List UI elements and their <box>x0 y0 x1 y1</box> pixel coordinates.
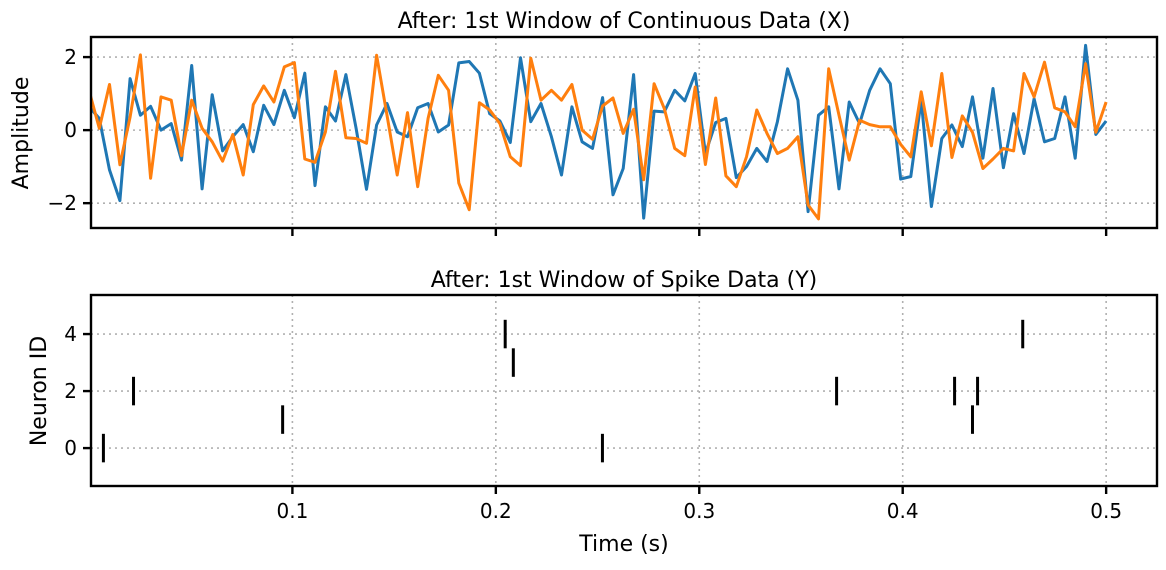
x-axis-label: Time (s) <box>578 532 668 557</box>
y-tick-label: 0 <box>64 436 77 460</box>
x-tick-label: 0.5 <box>1090 499 1122 523</box>
y-tick-label: 2 <box>64 379 77 403</box>
series-line-2 <box>91 53 1108 221</box>
top-y-axis-label: Amplitude <box>9 77 34 190</box>
plot-area <box>91 43 1108 221</box>
y-tick-label: 4 <box>64 322 77 346</box>
y-tick-label: 0 <box>64 118 77 142</box>
axes-frame <box>89 35 1159 230</box>
plot-area <box>101 319 1025 463</box>
x-tick-label: 0.3 <box>683 499 715 523</box>
series-line-1 <box>91 43 1108 220</box>
grid <box>91 295 1157 486</box>
y-tick-label: 2 <box>64 45 77 69</box>
bottom-y-axis-label: Neuron ID <box>27 336 52 446</box>
x-tick-label: 0.2 <box>480 499 512 523</box>
x-tick-label: 0.4 <box>887 499 919 523</box>
axes-frame <box>89 293 1159 488</box>
x-tick-label: 0.1 <box>276 499 308 523</box>
spike-data-axes: After: 1st Window of Spike Data (Y) Neur… <box>27 268 1159 557</box>
top-chart-title: After: 1st Window of Continuous Data (X) <box>398 9 851 34</box>
y-tick-label: −2 <box>48 191 77 215</box>
bottom-chart-title: After: 1st Window of Spike Data (Y) <box>431 268 818 293</box>
continuous-data-axes: After: 1st Window of Continuous Data (X)… <box>9 9 1159 236</box>
